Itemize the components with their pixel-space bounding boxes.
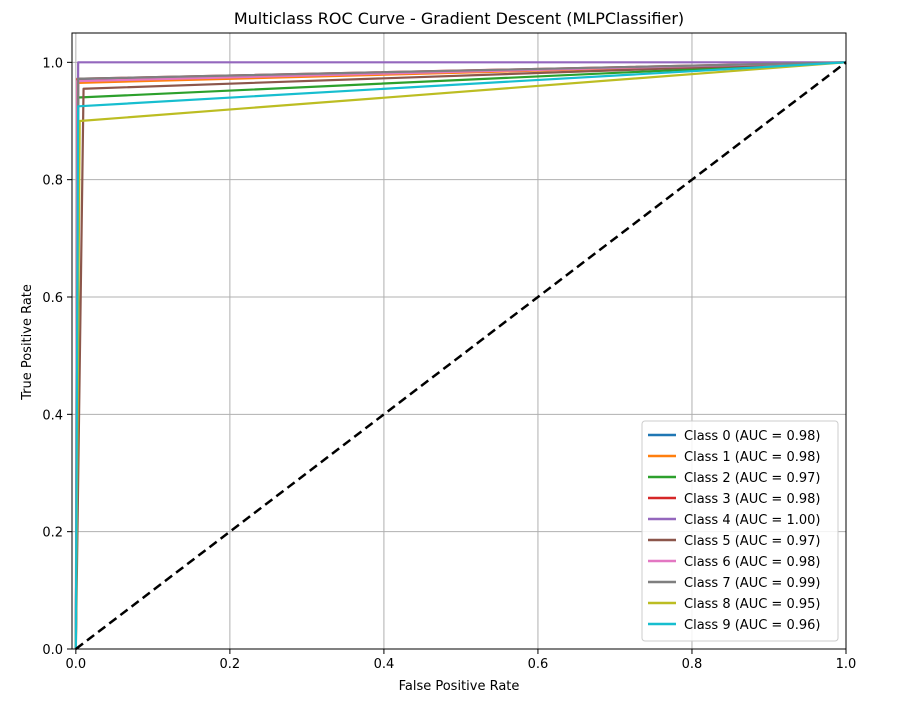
legend-entry: Class 5 (AUC = 0.97) bbox=[684, 534, 820, 549]
plot-area bbox=[74, 61, 847, 650]
axis-ticks: 0.0 0.2 0.4 0.6 0.8 1.0 0.0 0.2 0.4 0.6 0.8 1.0 bbox=[42, 56, 856, 672]
chance-diagonal-line bbox=[75, 61, 847, 650]
legend-entry: Class 8 (AUC = 0.95) bbox=[684, 597, 820, 612]
x-tick-label: 0.4 bbox=[374, 657, 395, 672]
y-tick-label: 0.6 bbox=[42, 291, 63, 306]
roc-line-class-9 bbox=[74, 61, 847, 650]
legend-box bbox=[641, 420, 839, 642]
y-axis-label: True Positive Rate bbox=[20, 284, 35, 401]
legend-entry: Class 2 (AUC = 0.97) bbox=[684, 471, 820, 486]
legend-entry: Class 7 (AUC = 0.99) bbox=[684, 576, 820, 591]
legend-entry: Class 9 (AUC = 0.96) bbox=[684, 618, 820, 633]
y-tick-label: 0.2 bbox=[42, 526, 63, 541]
y-tick-label: 1.0 bbox=[42, 56, 63, 71]
x-tick-label: 0.8 bbox=[682, 657, 703, 672]
x-tick-label: 0.0 bbox=[66, 657, 87, 672]
axes-frame bbox=[71, 32, 847, 650]
y-tick-label: 0.0 bbox=[42, 643, 63, 658]
y-tick-label: 0.8 bbox=[42, 174, 63, 189]
x-axis-label: False Positive Rate bbox=[399, 679, 520, 694]
chart-title: Multiclass ROC Curve - Gradient Descent … bbox=[234, 9, 684, 28]
y-tick-label: 0.4 bbox=[42, 408, 63, 423]
x-tick-label: 1.0 bbox=[836, 657, 857, 672]
legend-entry: Class 0 (AUC = 0.98) bbox=[684, 429, 820, 444]
legend-entry: Class 3 (AUC = 0.98) bbox=[684, 492, 820, 507]
x-tick-label: 0.2 bbox=[220, 657, 241, 672]
legend: Class 0 (AUC = 0.98) Class 1 (AUC = 0.98)… bbox=[641, 420, 839, 642]
x-tick-label: 0.6 bbox=[528, 657, 549, 672]
legend-entry: Class 1 (AUC = 0.98) bbox=[684, 450, 820, 465]
legend-entry: Class 4 (AUC = 1.00) bbox=[684, 513, 820, 528]
roc-line-class-5 bbox=[74, 61, 847, 650]
legend-entry: Class 6 (AUC = 0.98) bbox=[684, 555, 820, 570]
